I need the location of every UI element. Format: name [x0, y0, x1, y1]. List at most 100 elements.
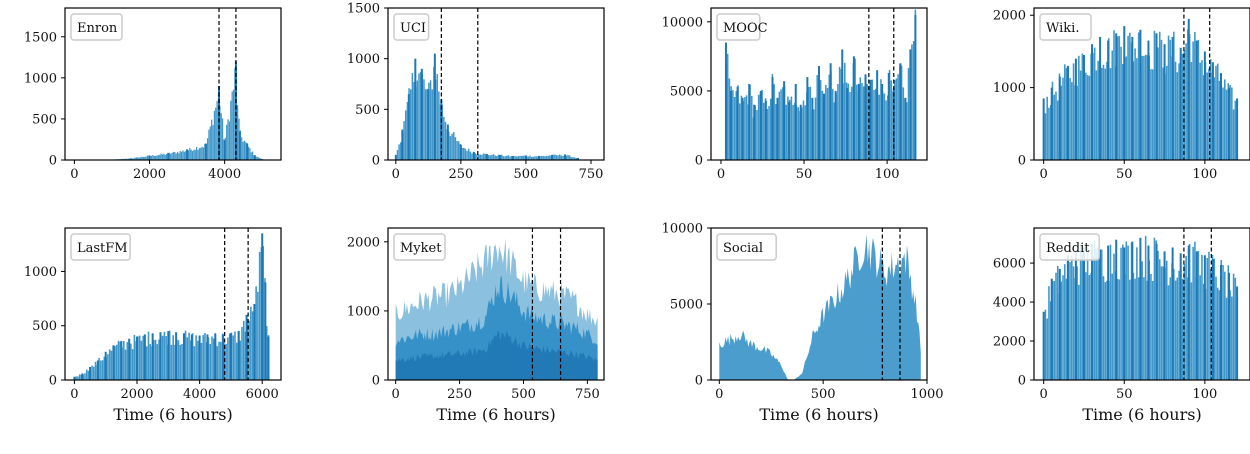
bar-mark — [559, 154, 560, 160]
bar-mark — [1198, 40, 1200, 160]
bar-mooc-4 — [748, 84, 750, 160]
x-tick-label: 2000 — [133, 167, 166, 182]
bar-mooc-26 — [876, 70, 878, 160]
bar-mark — [171, 153, 172, 160]
x-tick-label: 100 — [1192, 387, 1217, 402]
bar-mark — [199, 148, 200, 160]
bar-mark — [451, 134, 452, 160]
bar-wiki-17 — [1180, 48, 1182, 160]
bar-mark — [165, 336, 167, 380]
bar-mark — [227, 119, 228, 160]
bar-mark — [1096, 70, 1098, 160]
bar-mark — [816, 75, 818, 160]
x-tick-label: 0 — [392, 387, 400, 402]
bar-mark — [1199, 63, 1201, 160]
bar-mark — [161, 154, 162, 160]
bar-mark — [1127, 36, 1129, 160]
legend-reddit: Reddit — [1040, 234, 1099, 260]
bar-reddit-24 — [1236, 286, 1238, 380]
bar-mark — [861, 83, 863, 160]
bar-mark — [1096, 248, 1098, 380]
bar-mark — [1217, 288, 1219, 380]
bar-mark — [1046, 319, 1048, 380]
bar-mark — [1089, 76, 1091, 160]
bar-mark — [547, 156, 548, 160]
bar-mark — [1168, 36, 1170, 160]
bar-mark — [174, 152, 175, 160]
legend-social: Social — [717, 234, 776, 260]
bar-mark — [410, 89, 411, 160]
bar-mark — [746, 95, 748, 160]
bar-mark — [192, 151, 193, 160]
bar-wiki-5 — [1083, 55, 1085, 160]
legend-label: Social — [723, 241, 763, 256]
x-tick-label: 0 — [70, 387, 78, 402]
bar-wiki-23 — [1228, 88, 1230, 160]
bar-mooc-31 — [904, 98, 906, 160]
bar-mark — [483, 153, 484, 160]
bar-mark — [202, 335, 204, 380]
bar-mark — [212, 125, 213, 160]
bar-mark — [237, 105, 238, 160]
bar-mooc-33 — [914, 15, 916, 160]
bar-mark — [1136, 247, 1138, 380]
bar-mark — [1057, 101, 1059, 160]
bar-mark — [201, 147, 202, 160]
bar-mark — [1222, 88, 1224, 160]
bar-mark — [779, 92, 781, 160]
bar-mark — [1118, 36, 1120, 160]
bar-uci-1 — [401, 130, 403, 160]
bar-mark — [480, 155, 481, 160]
bar-uci-13 — [512, 156, 514, 160]
bar-mark — [1192, 41, 1194, 160]
bar-mark — [244, 141, 245, 160]
bar-mark — [1055, 273, 1057, 380]
bar-mark — [1057, 266, 1059, 380]
bar-mark — [569, 155, 570, 160]
bar-mark — [214, 111, 215, 160]
bar-mark — [810, 87, 812, 160]
y-tick-label: 0 — [372, 374, 380, 389]
bar-mark — [897, 74, 899, 160]
bar-mark — [913, 41, 915, 160]
bar-mark — [1182, 54, 1184, 160]
bar-mark — [194, 346, 196, 380]
bar-mark — [179, 345, 181, 380]
bar-mark — [494, 155, 495, 160]
bar-mark — [822, 91, 824, 160]
bar-mark — [148, 332, 150, 380]
bar-mark — [1111, 51, 1113, 160]
bar-mark — [1104, 69, 1106, 160]
bar-mark — [100, 361, 102, 380]
bar-wiki-6 — [1091, 44, 1093, 160]
y-tick-label: 5000 — [670, 298, 703, 313]
bar-mark — [241, 137, 242, 160]
bar-lastfm-6 — [120, 341, 122, 380]
bar-mark — [412, 73, 413, 160]
bar-mark — [249, 148, 250, 160]
bar-lastfm-18 — [214, 333, 216, 380]
bar-reddit-20 — [1204, 255, 1206, 380]
bar-mark — [1126, 56, 1128, 160]
bar-mark — [203, 147, 204, 160]
bar-reddit-18 — [1188, 246, 1190, 380]
legend-label: Wiki. — [1046, 21, 1079, 36]
bar-mark — [768, 106, 770, 160]
bar-mooc-13 — [800, 105, 802, 160]
bar-mark — [455, 137, 456, 160]
bar-mark — [470, 152, 471, 160]
bar-mark — [791, 97, 793, 160]
bar-enron-2 — [149, 155, 151, 160]
bar-mark — [1143, 277, 1145, 380]
bar-wiki-4 — [1075, 59, 1077, 160]
bar-mark — [178, 153, 179, 160]
x-tick-label: 0 — [1040, 167, 1048, 182]
bar-mark — [86, 370, 88, 380]
bar-mark — [1233, 109, 1235, 160]
bar-mark — [242, 142, 243, 160]
bar-mark — [221, 113, 222, 160]
bar-mark — [468, 149, 469, 160]
bar-mark — [398, 144, 399, 160]
